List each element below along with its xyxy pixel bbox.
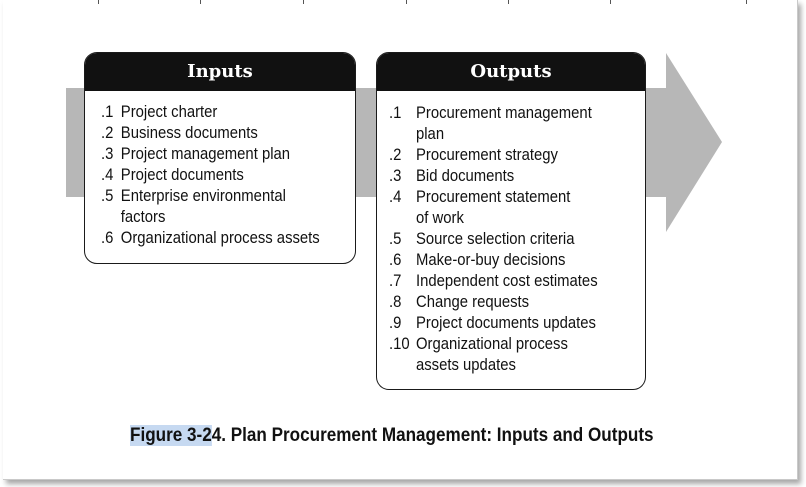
item-text: Procurement strategy: [416, 146, 558, 164]
item-number: .1: [101, 103, 114, 121]
outputs-box: Outputs .1 Procurement management plan .2…: [376, 52, 646, 390]
item-number: .2: [101, 124, 114, 142]
item-text: Change requests: [416, 293, 530, 311]
caption-text: 4. Plan Procurement Management: Inputs a…: [211, 425, 654, 446]
input-item: .4 Project documents: [101, 165, 330, 186]
item-text: Business documents: [120, 124, 258, 142]
item-number: .9: [389, 314, 402, 332]
outputs-header: Outputs: [377, 53, 645, 91]
item-text: Enterprise environmental factors: [120, 187, 286, 226]
item-text: Make-or-buy decisions: [416, 251, 566, 269]
item-number: .7: [389, 272, 402, 290]
item-text: Project charter: [120, 103, 218, 121]
item-number: .6: [101, 229, 114, 247]
item-number: .10: [389, 335, 410, 353]
inputs-box: Inputs .1 Project charter .2 Business docu…: [84, 52, 356, 264]
output-item: .9 Project documents updates: [389, 313, 619, 334]
item-text: Source selection criteria: [416, 230, 575, 248]
item-number: .4: [389, 188, 402, 206]
item-text: Project documents: [120, 166, 244, 184]
item-number: .4: [101, 166, 114, 184]
item-number: .6: [389, 251, 402, 269]
outputs-list: .1 Procurement management plan .2 Procurem…: [377, 91, 645, 376]
inputs-header: Inputs: [85, 53, 355, 91]
output-item: .3 Bid documents: [389, 166, 619, 187]
output-item: .7 Independent cost estimates: [389, 271, 619, 292]
input-item: .2 Business documents: [101, 123, 330, 144]
top-tick-marks: [98, 0, 748, 4]
input-item: .5 Enterprise environmental factors: [101, 186, 330, 228]
item-number: .8: [389, 293, 402, 311]
item-number: .5: [101, 187, 114, 205]
figure-caption: Figure 3-24. Plan Procurement Management…: [130, 425, 654, 447]
item-number: .1: [389, 104, 402, 122]
item-number: .3: [389, 167, 402, 185]
output-item: .2 Procurement strategy: [389, 145, 619, 166]
item-text: Independent cost estimates: [416, 272, 598, 290]
item-number: .3: [101, 145, 114, 163]
item-text: Procurement statement of work: [416, 188, 571, 227]
output-item: .8 Change requests: [389, 292, 619, 313]
output-item: .4 Procurement statement of work: [389, 187, 619, 229]
input-item: .6 Organizational process assets: [101, 228, 330, 249]
input-item: .3 Project management plan: [101, 144, 330, 165]
output-item: .10 Organizational process assets updates: [389, 334, 619, 376]
caption-selected-text[interactable]: Figure 3-2: [130, 425, 212, 446]
item-text: Organizational process assets updates: [416, 335, 568, 374]
item-text: Project documents updates: [416, 314, 596, 332]
output-item: .6 Make-or-buy decisions: [389, 250, 619, 271]
item-text: Procurement management plan: [416, 104, 592, 143]
item-text: Project management plan: [120, 145, 291, 163]
inputs-list: .1 Project charter .2 Business documents .…: [85, 91, 355, 249]
item-text: Organizational process assets: [120, 229, 320, 247]
item-text: Bid documents: [416, 167, 515, 185]
item-number: .2: [389, 146, 402, 164]
output-item: .5 Source selection criteria: [389, 229, 619, 250]
input-item: .1 Project charter: [101, 102, 330, 123]
item-number: .5: [389, 230, 402, 248]
output-item: .1 Procurement management plan: [389, 103, 619, 145]
